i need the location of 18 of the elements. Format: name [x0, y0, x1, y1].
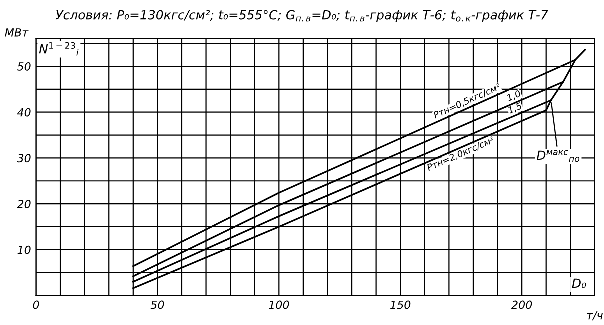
- y-axis-title: МВт: [5, 28, 29, 37]
- x-tick-label: 200: [512, 300, 532, 310]
- y-tick-label: 10: [18, 246, 31, 254]
- x-tick-label: 100: [269, 300, 290, 310]
- y-tick-label: 40: [17, 108, 31, 117]
- x-tick-label: 0: [33, 300, 40, 310]
- x-tick-label: 150: [390, 300, 411, 310]
- text: 1,5: [507, 102, 523, 115]
- annotation: N$^{1−23}$$_{i}$: [39, 42, 79, 56]
- annotation: D₀: [572, 278, 586, 288]
- text: 1,0: [506, 90, 522, 103]
- y-tick-label: 20: [17, 200, 31, 208]
- y-tick-label: 50: [17, 62, 31, 71]
- y-tick-label: 30: [17, 154, 31, 163]
- x-tick-label: 50: [150, 300, 164, 310]
- x-axis-title: т/ч: [587, 311, 603, 321]
- annotation: D$^{макс}$$_{по}$: [536, 150, 580, 162]
- chart-title: Условия: P₀=130кгс/см²; t₀=555°C; G$_{п.в}$=D₀; t$_{п.в}$-график Т-6; t$_{о.к}$-график Т-7: [56, 10, 548, 22]
